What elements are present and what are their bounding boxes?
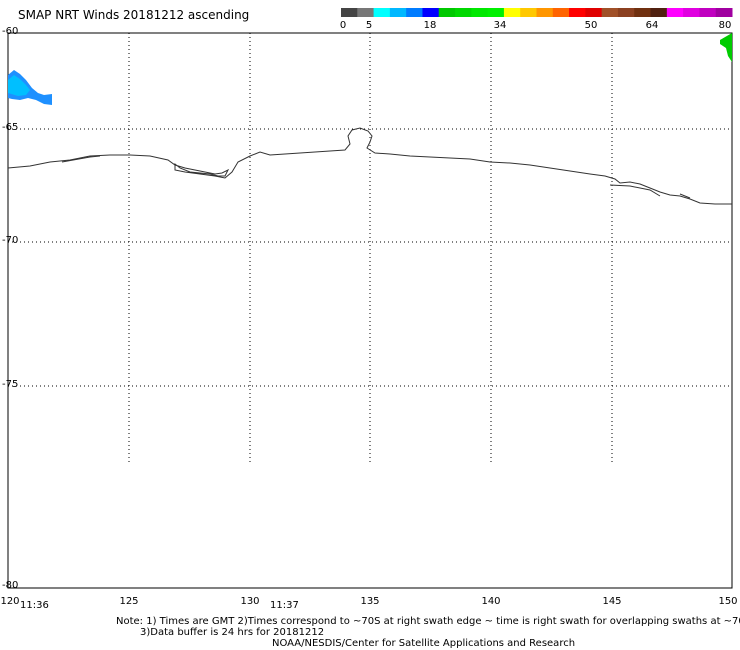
antarctic-coastline <box>7 127 732 205</box>
lon-label-120: 120 <box>0 596 20 607</box>
colorbar-segment <box>650 8 668 17</box>
lon-label-140: 140 <box>481 596 501 607</box>
colorbar-label-64: 64 <box>645 20 659 31</box>
lon-label-125: 125 <box>119 596 139 607</box>
colorbar-segment <box>569 8 586 17</box>
colorbar-segment <box>455 8 472 17</box>
colorbar-label-18: 18 <box>423 20 437 31</box>
coastline-detail <box>61 155 691 199</box>
colorbar-segment <box>357 8 375 17</box>
lat-label-75: -75 <box>2 379 19 390</box>
colorbar-segment <box>666 8 684 17</box>
colorbar-segment <box>634 8 652 17</box>
lat-label-60: -60 <box>2 26 19 37</box>
colorbar-label-5: 5 <box>365 20 373 31</box>
graticule <box>8 33 732 465</box>
footnote-line-1: Note: 1) Times are GMT 2)Times correspon… <box>116 616 740 627</box>
colorbar-label-50: 50 <box>584 20 598 31</box>
colorbar-segment <box>341 8 358 17</box>
colorbar-segment <box>699 8 717 17</box>
colorbar-segment <box>683 8 700 17</box>
time-label-1136: 11:36 <box>20 600 49 611</box>
colorbar-segment <box>520 8 537 17</box>
colorbar-segment <box>552 8 570 17</box>
colorbar-segment <box>601 8 619 17</box>
colorbar-segment <box>406 8 423 17</box>
time-label-1137: 11:37 <box>270 600 299 611</box>
footnote-line-3: NOAA/NESDIS/Center for Satellite Applica… <box>272 638 576 649</box>
colorbar-label-34: 34 <box>493 20 507 31</box>
colorbar-segment <box>422 8 440 17</box>
colorbar-label-80: 80 <box>718 20 732 31</box>
colorbar-segment <box>536 8 554 17</box>
colorbar-segment <box>617 8 635 17</box>
lat-label-70: -70 <box>2 235 19 246</box>
wind-swath-left-light <box>8 75 30 96</box>
colorbar-segment <box>373 8 391 17</box>
lon-label-130: 130 <box>240 596 260 607</box>
map-frame <box>7 32 733 589</box>
map-title: SMAP NRT Winds 20181212 ascending <box>18 8 250 22</box>
lat-label-80: -80 <box>2 580 19 591</box>
lon-label-145: 145 <box>602 596 622 607</box>
colorbar-segment <box>503 8 521 17</box>
colorbar-segment <box>487 8 505 17</box>
colorbar-segment <box>715 8 733 17</box>
colorbar-label-0: 0 <box>339 20 347 31</box>
wind-speed-colorbar <box>341 8 733 17</box>
footnote-line-2: 3)Data buffer is 24 hrs for 20181212 <box>140 627 325 638</box>
colorbar-segment <box>471 8 489 17</box>
lon-label-135: 135 <box>360 596 380 607</box>
wind-swath-right <box>720 33 732 62</box>
colorbar-segment <box>585 8 603 17</box>
lon-label-150: 150 <box>718 596 738 607</box>
colorbar-segment <box>438 8 456 17</box>
lat-label-65: -65 <box>2 122 19 133</box>
colorbar-segment <box>389 8 407 17</box>
